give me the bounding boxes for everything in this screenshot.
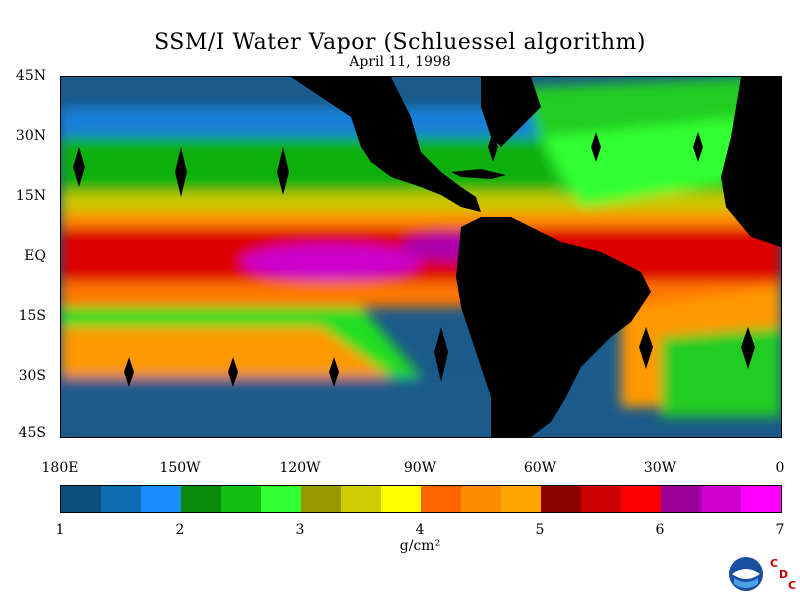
- map-canvas: [61, 77, 781, 437]
- color-scale-bar: [60, 485, 782, 513]
- lon-label-150w: 150W: [159, 460, 201, 476]
- scale-label-5: 5: [535, 522, 545, 538]
- lon-label-0: 0: [775, 460, 785, 476]
- scale-swatch-6: [301, 486, 341, 512]
- lat-label-15n: 15N: [15, 188, 46, 204]
- scale-swatch-1: [101, 486, 141, 512]
- scale-swatch-4: [221, 486, 261, 512]
- scale-swatch-8: [381, 486, 421, 512]
- map-date: April 11, 1998: [349, 54, 451, 70]
- units-label: g/cm²: [399, 538, 441, 554]
- cdc-letter-c2: C: [788, 579, 797, 592]
- scale-swatch-14: [621, 486, 661, 512]
- noaa-logo-icon: [729, 557, 763, 591]
- lat-label-eq: EQ: [24, 248, 46, 264]
- scale-label-3: 3: [295, 522, 305, 538]
- scale-swatch-3: [181, 486, 221, 512]
- scale-swatch-15: [661, 486, 701, 512]
- lon-label-90w: 90W: [403, 460, 437, 476]
- scale-swatch-5: [261, 486, 301, 512]
- water-vapor-map: [60, 76, 782, 438]
- lat-label-30n: 30N: [15, 128, 46, 144]
- map-title: SSM/I Water Vapor (Schluessel algorithm): [154, 30, 646, 55]
- scale-swatch-7: [341, 486, 381, 512]
- scale-label-1: 1: [55, 522, 65, 538]
- scale-label-2: 2: [175, 522, 185, 538]
- lat-label-15s: 15S: [18, 308, 46, 324]
- cdc-letter-d: D: [779, 568, 789, 581]
- lon-label-30w: 30W: [643, 460, 677, 476]
- scale-label-4: 4: [415, 522, 425, 538]
- scale-swatch-2: [141, 486, 181, 512]
- scale-swatch-0: [61, 486, 101, 512]
- scale-swatch-11: [501, 486, 541, 512]
- cdc-letter-c1: C: [770, 557, 779, 570]
- lat-label-45s: 45S: [18, 425, 46, 441]
- scale-label-7: 7: [775, 522, 785, 538]
- scale-swatch-17: [741, 486, 781, 512]
- scale-swatch-12: [541, 486, 581, 512]
- scale-swatch-13: [581, 486, 621, 512]
- lon-label-180e: 180E: [41, 460, 79, 476]
- lat-label-45n: 45N: [15, 68, 46, 84]
- scale-swatch-10: [461, 486, 501, 512]
- lon-label-120w: 120W: [279, 460, 321, 476]
- lon-label-60w: 60W: [523, 460, 557, 476]
- lat-label-30s: 30S: [18, 368, 46, 384]
- scale-swatch-16: [701, 486, 741, 512]
- scale-label-6: 6: [655, 522, 665, 538]
- scale-swatch-9: [421, 486, 461, 512]
